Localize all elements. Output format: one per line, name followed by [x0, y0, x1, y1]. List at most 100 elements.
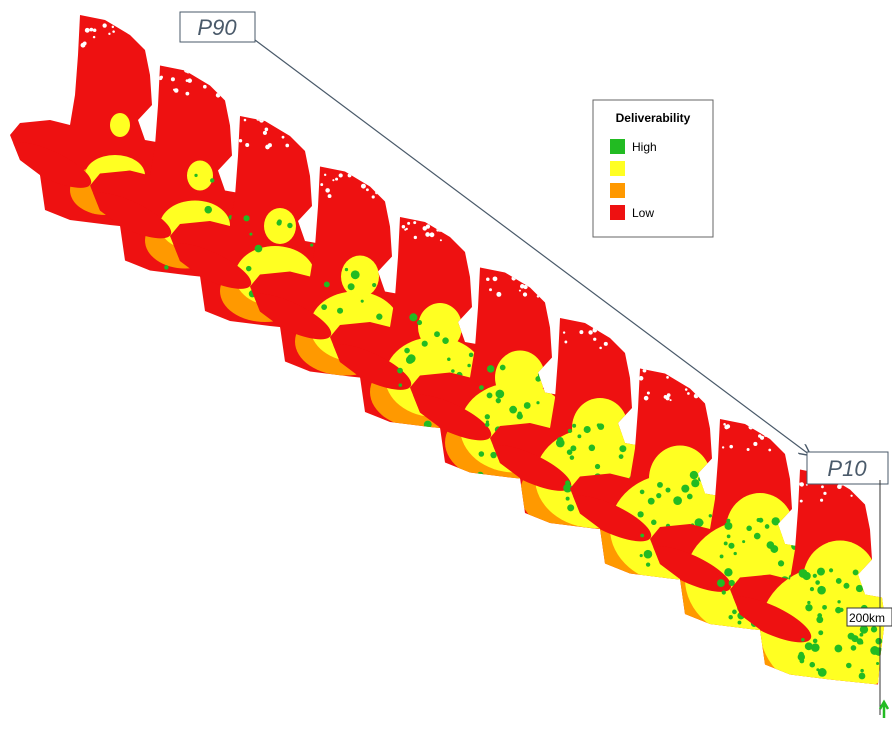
- high-spot: [210, 178, 214, 182]
- speckle: [726, 424, 730, 428]
- high-spot: [397, 368, 403, 374]
- speckle: [93, 29, 97, 33]
- speckle: [639, 376, 644, 381]
- speckle: [666, 396, 670, 400]
- speckle: [748, 425, 753, 430]
- map-view: P90 P10 Deliverability High Low 200km: [0, 0, 892, 740]
- high-spot: [467, 364, 471, 368]
- speckle: [259, 118, 264, 123]
- high-spot: [517, 413, 523, 419]
- high-spot: [305, 233, 308, 236]
- high-spot: [746, 526, 752, 532]
- high-spot: [376, 314, 382, 320]
- high-spot: [772, 517, 780, 525]
- speckle: [644, 396, 649, 401]
- high-spot: [657, 482, 663, 488]
- high-spot: [372, 283, 376, 287]
- high-spot: [875, 638, 882, 645]
- speckle: [614, 324, 617, 327]
- speckle: [239, 139, 242, 142]
- high-spot: [536, 401, 539, 404]
- high-spot: [728, 615, 732, 619]
- high-spot: [447, 358, 451, 362]
- high-spot: [361, 300, 364, 303]
- speckle: [588, 330, 592, 334]
- high-spot: [651, 520, 656, 525]
- high-spot: [817, 613, 822, 618]
- speckle: [564, 341, 567, 344]
- speckle: [694, 394, 699, 399]
- speckle: [112, 26, 114, 28]
- high-spot: [818, 630, 823, 635]
- high-spot: [479, 385, 484, 390]
- speckle: [611, 325, 613, 327]
- high-spot: [778, 560, 784, 566]
- high-spot: [619, 445, 626, 452]
- speckle: [282, 136, 285, 139]
- speckle: [171, 77, 175, 81]
- speckle: [687, 380, 691, 384]
- high-spot: [846, 663, 852, 669]
- high-spot: [249, 233, 252, 236]
- high-spot: [243, 215, 249, 221]
- high-spot: [698, 477, 703, 482]
- speckle: [489, 288, 492, 291]
- speckle: [81, 43, 86, 48]
- high-spot: [589, 445, 596, 452]
- speckle: [282, 126, 287, 131]
- high-spot: [637, 511, 643, 517]
- speckle: [537, 295, 540, 298]
- high-spot: [757, 518, 761, 522]
- high-spot: [786, 521, 789, 524]
- high-spot: [816, 668, 819, 671]
- speckle: [324, 174, 326, 176]
- speckle: [413, 221, 416, 224]
- high-spot: [567, 449, 573, 455]
- high-spot: [640, 490, 645, 495]
- speckle: [320, 183, 323, 186]
- high-spot: [538, 372, 543, 377]
- speckle: [520, 284, 524, 288]
- speckle: [687, 392, 690, 395]
- high-spot: [732, 610, 737, 615]
- high-spot: [640, 534, 644, 538]
- speckle: [90, 28, 94, 32]
- high-spot: [859, 673, 866, 680]
- speckle: [723, 423, 726, 426]
- high-spot: [509, 406, 517, 414]
- high-spot: [407, 354, 416, 363]
- high-spot: [570, 455, 575, 460]
- high-spot: [853, 570, 859, 576]
- speckle: [523, 292, 527, 296]
- high-spot: [851, 645, 857, 651]
- speckle: [297, 135, 301, 139]
- high-spot: [864, 589, 867, 592]
- speckle: [335, 178, 338, 181]
- speckle: [93, 36, 95, 38]
- high-spot: [451, 369, 455, 373]
- speckle: [353, 170, 357, 174]
- high-spot: [194, 174, 197, 177]
- high-spot: [164, 265, 168, 269]
- high-spot: [810, 587, 814, 591]
- speckle: [511, 276, 515, 280]
- speckle: [159, 76, 163, 80]
- speckle: [524, 274, 527, 277]
- speckle: [263, 131, 267, 135]
- speckle: [604, 342, 608, 346]
- speckle: [339, 173, 343, 177]
- speckle: [496, 292, 501, 297]
- speckle: [536, 268, 539, 271]
- speckle: [593, 338, 596, 341]
- high-spot: [856, 585, 863, 592]
- high-spot: [486, 420, 489, 423]
- high-spot: [351, 270, 360, 279]
- high-spot: [595, 464, 600, 469]
- legend-high: High: [632, 140, 657, 154]
- north-arrow: [880, 702, 888, 718]
- high-spot: [742, 540, 745, 543]
- speckle: [112, 30, 115, 33]
- high-spot: [648, 498, 655, 505]
- high-spot: [321, 304, 327, 310]
- high-spot: [409, 313, 417, 321]
